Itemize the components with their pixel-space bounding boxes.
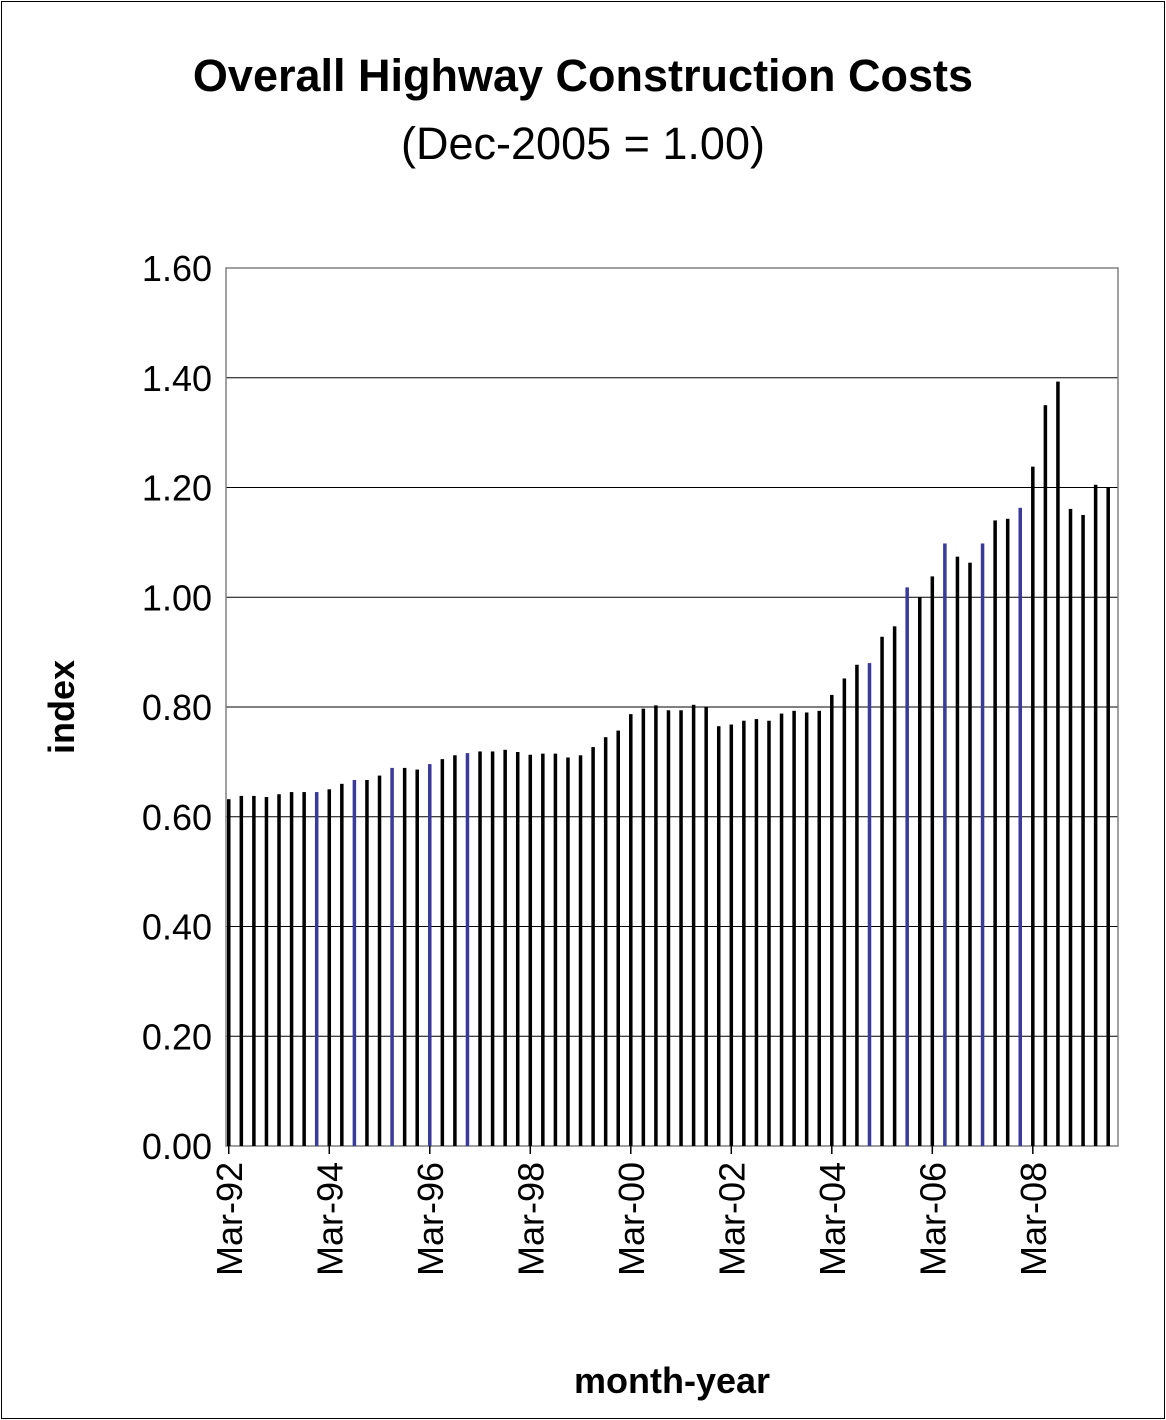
bar bbox=[943, 543, 947, 1146]
bar bbox=[1018, 507, 1023, 1146]
bar bbox=[867, 663, 872, 1146]
bar bbox=[603, 737, 608, 1146]
bar bbox=[415, 769, 419, 1146]
bar bbox=[980, 543, 985, 1146]
bar bbox=[478, 751, 482, 1146]
bar bbox=[1068, 508, 1073, 1146]
bar bbox=[591, 747, 595, 1146]
bar bbox=[239, 795, 244, 1146]
bar bbox=[302, 792, 306, 1146]
bar bbox=[629, 714, 633, 1146]
x-tick-label: Mar-06 bbox=[912, 1162, 953, 1276]
bar bbox=[402, 767, 407, 1146]
bar bbox=[754, 719, 759, 1146]
bar bbox=[1031, 466, 1035, 1146]
bar bbox=[905, 587, 909, 1146]
y-tick-label: 1.40 bbox=[142, 358, 212, 399]
bar bbox=[892, 626, 897, 1146]
bar bbox=[792, 710, 796, 1146]
bar bbox=[1043, 405, 1048, 1146]
bar bbox=[993, 520, 997, 1146]
bar bbox=[654, 705, 658, 1146]
x-tick-label: Mar-96 bbox=[410, 1162, 451, 1276]
y-tick-labels: 0.00 0.20 0.40 0.60 0.80 1.00 1.20 1.40 1.60 bbox=[142, 248, 212, 1167]
bar bbox=[1106, 487, 1110, 1146]
bar bbox=[1056, 381, 1060, 1147]
bar bbox=[704, 707, 708, 1146]
bar bbox=[340, 783, 344, 1146]
bar bbox=[842, 678, 847, 1146]
x-tick-labels: Mar-92 Mar-94 Mar-96 Mar-98 Mar-00 Mar-02 Mar-… bbox=[209, 1146, 1054, 1276]
bar bbox=[490, 751, 495, 1146]
x-tick-label: Mar-92 bbox=[209, 1162, 250, 1276]
y-tick-label: 0.60 bbox=[142, 797, 212, 838]
bar bbox=[817, 710, 821, 1146]
bar bbox=[930, 576, 935, 1146]
bar bbox=[830, 694, 834, 1146]
bar bbox=[880, 636, 884, 1146]
x-tick-label: Mar-08 bbox=[1013, 1162, 1054, 1276]
bar bbox=[553, 753, 558, 1146]
bar bbox=[616, 730, 620, 1146]
bar bbox=[352, 779, 357, 1146]
bar bbox=[390, 767, 394, 1146]
bar bbox=[327, 789, 332, 1146]
bar bbox=[1005, 518, 1010, 1146]
plot-area-border bbox=[225, 267, 1119, 1147]
bar bbox=[428, 764, 432, 1146]
bar bbox=[679, 710, 683, 1146]
bar bbox=[666, 710, 671, 1146]
bar bbox=[252, 795, 256, 1146]
y-axis-title: index bbox=[41, 660, 82, 754]
bar bbox=[716, 726, 721, 1146]
chart-title: Overall Highway Construction Costs bbox=[192, 50, 974, 101]
bar bbox=[453, 755, 457, 1146]
bar bbox=[955, 556, 960, 1146]
bar bbox=[578, 755, 583, 1146]
bar bbox=[377, 775, 382, 1146]
bar bbox=[742, 720, 746, 1146]
bar bbox=[289, 792, 294, 1146]
bar bbox=[465, 753, 470, 1146]
y-tick-label: 0.00 bbox=[142, 1126, 212, 1167]
bar bbox=[855, 664, 859, 1146]
bar bbox=[767, 720, 771, 1146]
bar bbox=[541, 753, 545, 1146]
x-axis-title: month-year bbox=[574, 1360, 770, 1401]
bar bbox=[314, 792, 319, 1146]
bar bbox=[528, 754, 533, 1146]
x-tick-label: Mar-00 bbox=[611, 1162, 652, 1276]
bar bbox=[804, 712, 809, 1146]
bar bbox=[968, 562, 972, 1146]
bars bbox=[227, 381, 1110, 1147]
y-tick-label: 0.80 bbox=[142, 687, 212, 728]
y-tick-label: 1.20 bbox=[142, 468, 212, 509]
bar bbox=[440, 759, 445, 1146]
bar bbox=[277, 794, 281, 1146]
x-tick-label: Mar-04 bbox=[812, 1162, 853, 1276]
bar bbox=[1093, 484, 1098, 1146]
bar bbox=[503, 749, 507, 1146]
bar bbox=[641, 708, 646, 1146]
bar bbox=[264, 797, 269, 1146]
bar bbox=[566, 757, 570, 1146]
y-tick-label: 0.20 bbox=[142, 1016, 212, 1057]
bar bbox=[779, 713, 784, 1146]
x-tick-label: Mar-94 bbox=[309, 1162, 350, 1276]
bar bbox=[917, 597, 922, 1146]
chart-subtitle: (Dec-2005 = 1.00) bbox=[401, 118, 765, 169]
y-tick-label: 1.60 bbox=[142, 248, 212, 289]
bar bbox=[1081, 514, 1085, 1146]
y-tick-label: 1.00 bbox=[142, 577, 212, 618]
x-tick-label: Mar-98 bbox=[510, 1162, 551, 1276]
bar bbox=[365, 779, 369, 1146]
bar bbox=[691, 704, 696, 1146]
x-tick-label: Mar-02 bbox=[711, 1162, 752, 1276]
y-tick-label: 0.40 bbox=[142, 907, 212, 948]
bar bbox=[729, 724, 734, 1146]
bar bbox=[515, 752, 520, 1146]
bar bbox=[227, 799, 231, 1146]
